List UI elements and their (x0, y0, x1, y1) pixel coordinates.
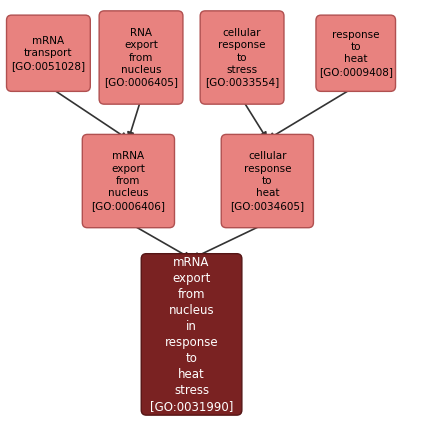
FancyBboxPatch shape (7, 15, 91, 92)
FancyBboxPatch shape (200, 11, 284, 104)
Text: cellular
response
to
stress
[GO:0033554]: cellular response to stress [GO:0033554] (205, 28, 279, 87)
Text: mRNA
transport
[GO:0051028]: mRNA transport [GO:0051028] (11, 36, 85, 71)
Text: RNA
export
from
nucleus
[GO:0006405]: RNA export from nucleus [GO:0006405] (104, 28, 178, 87)
Text: response
to
heat
[GO:0009408]: response to heat [GO:0009408] (319, 30, 393, 77)
FancyBboxPatch shape (141, 253, 242, 415)
Text: mRNA
export
from
nucleus
in
response
to
heat
stress
[GO:0031990]: mRNA export from nucleus in response to … (150, 256, 233, 413)
FancyBboxPatch shape (221, 135, 313, 228)
Text: mRNA
export
from
nucleus
[GO:0006406]: mRNA export from nucleus [GO:0006406] (91, 151, 165, 211)
FancyBboxPatch shape (99, 11, 183, 104)
FancyBboxPatch shape (83, 135, 174, 228)
Text: cellular
response
to
heat
[GO:0034605]: cellular response to heat [GO:0034605] (230, 151, 304, 211)
FancyBboxPatch shape (316, 15, 396, 92)
